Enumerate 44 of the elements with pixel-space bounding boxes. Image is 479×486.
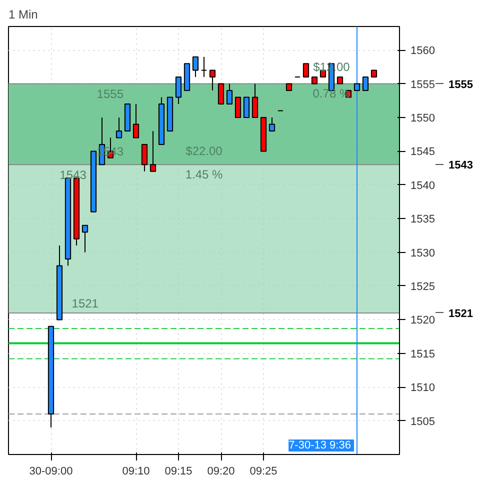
x-tick-label: 09:15 [164,466,192,478]
candlestick [268,116,276,132]
candlestick [218,83,224,105]
candlestick [175,76,182,105]
y-tick-label: 1550 [410,112,435,124]
y-tick-label: 1515 [410,348,435,360]
text: 1521 [448,308,473,320]
annotation: $22.00 [186,144,223,158]
text: 1555 [448,78,473,91]
chart-title: 1 Min [8,8,38,22]
candlestick [200,56,208,78]
candlestick [362,76,369,92]
candlestick [302,63,310,78]
y-tick-label: 1555 [410,78,435,91]
text: 1543 [448,160,473,172]
ref-line-label: 7-30-13 9:36 [288,440,351,452]
candlestick [209,70,216,92]
ref-line-label: 1543 [60,168,87,182]
y-tick-label: 1535 [410,214,435,226]
y-tick-label: 1520 [410,314,435,327]
ref-line-label: 1555 [96,87,124,102]
x-tick-label: 09:20 [207,466,235,478]
candlestick [82,224,88,253]
y-tick-label: 1530 [410,247,435,260]
x-tick-label: 09:25 [250,466,278,478]
candlestick [252,83,258,118]
candlestick [116,116,122,138]
candlestick [192,56,199,78]
x-tick-label: 30-09:00 [29,466,73,478]
candlestick [243,96,250,118]
y-tick-label: 1510 [410,382,435,394]
candlestick [150,130,156,172]
y-tick-label: 1540 [410,180,435,192]
ref-line-label: 1521 [72,296,99,310]
y-tick-label: 1560 [410,45,435,58]
candlestick [226,83,233,105]
candlestick [132,104,140,138]
candlestick [141,144,148,172]
annotation: 1.45 % [185,168,224,182]
x-tick-label: 09:10 [122,466,150,478]
y-tick-label: 1525 [410,280,435,293]
y-tick-label: 1545 [410,146,435,158]
candlestick [234,96,242,118]
y-tick-label: 1505 [410,416,435,428]
